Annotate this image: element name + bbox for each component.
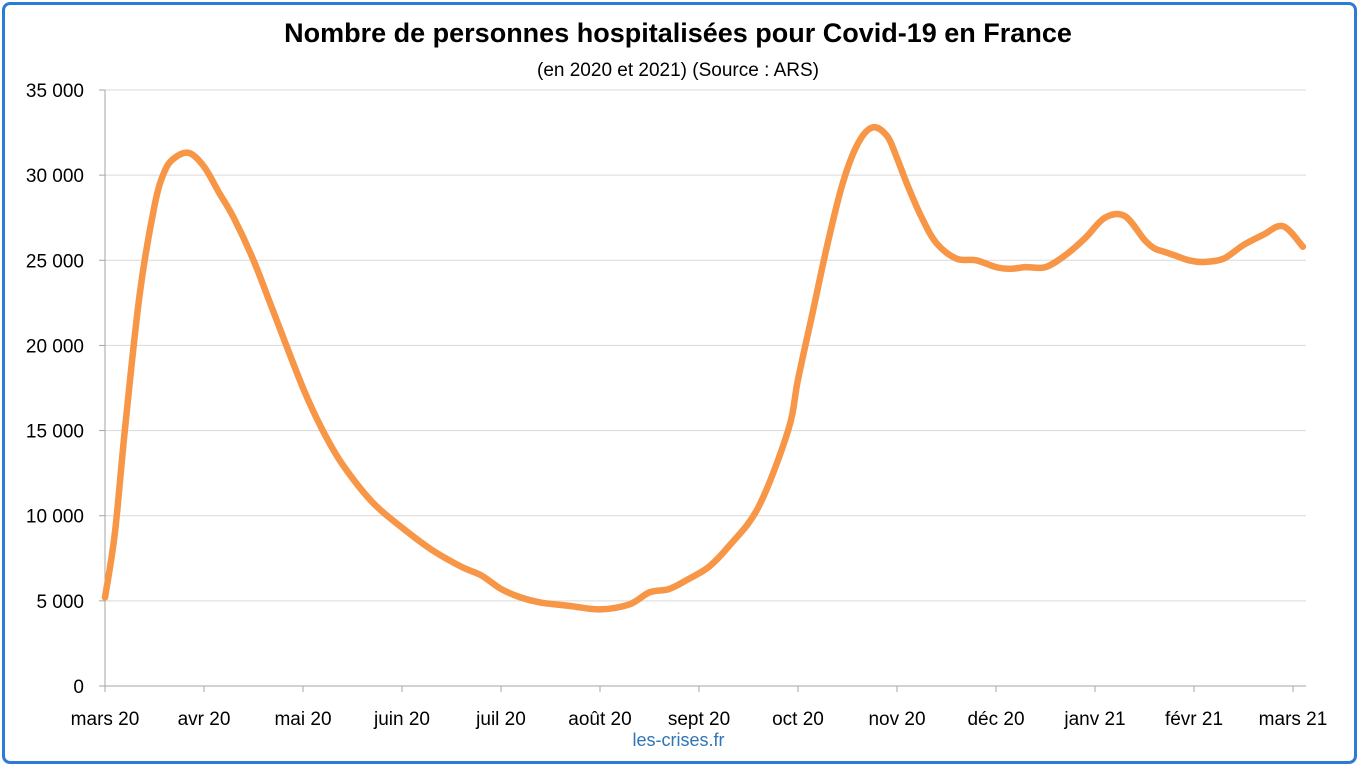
y-tick-label: 15 000 [26,422,84,443]
y-tick-label: 25 000 [26,251,84,272]
y-tick-label: 10 000 [26,507,84,528]
x-tick-label: août 20 [568,709,631,730]
x-tick-label: nov 20 [868,709,925,730]
x-tick-label: févr 21 [1165,709,1223,730]
axes [99,89,1306,692]
x-axis-ticks: mars 20 avr 20 mai 20 juin 20 juil 20 août 20… [71,709,1328,730]
x-tick-label: oct 20 [772,709,824,730]
x-tick-label: juin 20 [373,709,430,730]
y-tick-label: 35 000 [26,81,84,102]
x-tick-label: mai 20 [274,709,331,730]
x-tick-label: mars 21 [1259,709,1328,730]
y-axis-ticks: 0 5 000 10 000 15 000 20 000 25 000 30 000 35 0… [26,81,84,698]
y-tick-label: 0 [73,677,84,698]
y-tick-label: 5 000 [36,592,84,613]
x-tick-label: mars 20 [71,709,140,730]
source-credit: les-crises.fr [632,730,725,750]
grid-lines [105,89,1306,602]
chart-subtitle: (en 2020 et 2021) (Source : ARS) [537,60,819,81]
x-tick-label: juil 20 [475,709,526,730]
x-tick-label: janv 21 [1063,709,1125,730]
y-tick-label: 30 000 [26,166,84,187]
chart-title: Nombre de personnes hospitalisées pour C… [284,18,1072,48]
series-line-hospitalisations [101,124,1307,613]
x-tick-label: sept 20 [668,709,730,730]
x-tick-label: avr 20 [178,709,231,730]
x-tick-label: déc 20 [967,709,1024,730]
plot-area [101,124,1307,613]
y-tick-label: 20 000 [26,336,84,357]
